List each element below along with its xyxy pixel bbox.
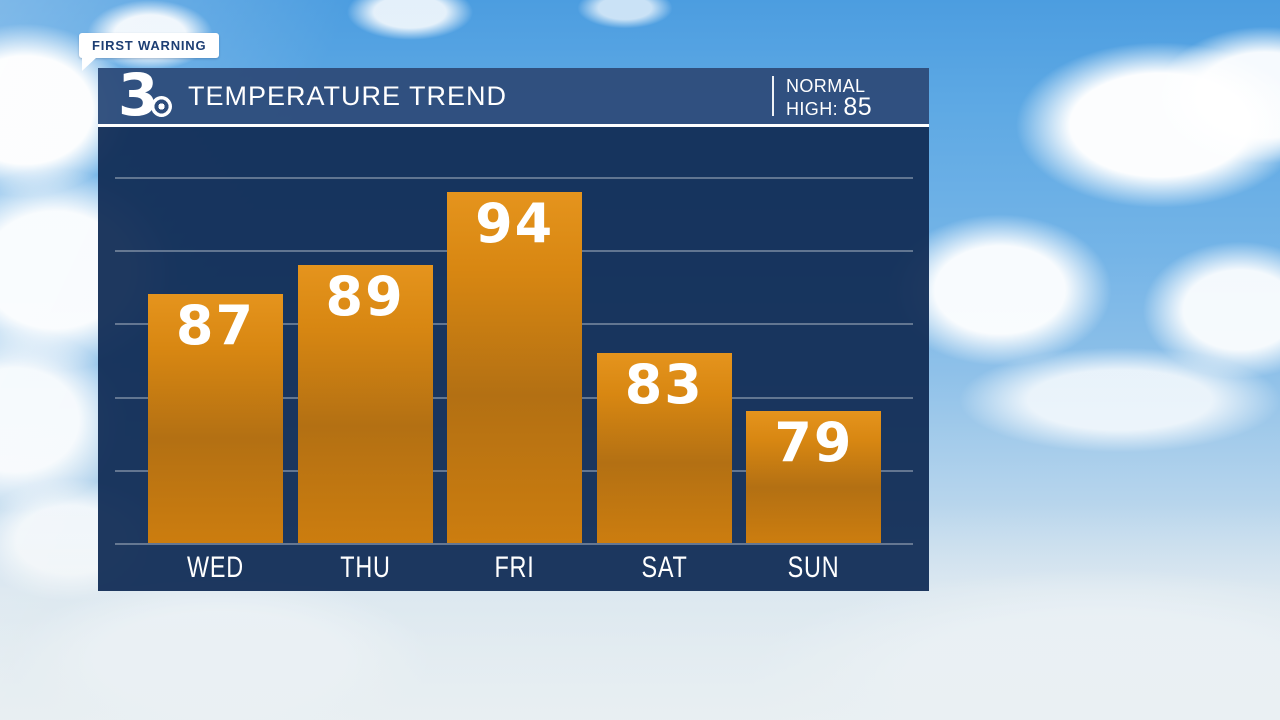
first-warning-label: FIRST WARNING	[92, 38, 207, 53]
bar-value-label: 87	[175, 294, 256, 358]
normal-high-line2: HIGH: 85	[786, 93, 873, 121]
bar-thu: 89	[297, 264, 433, 543]
cbs-eye-icon	[151, 96, 172, 117]
bar-value-label: 83	[624, 352, 704, 416]
day-label-thu: THU	[339, 551, 391, 584]
weather-graphic-panel: 3 TEMPERATURE TREND NORMAL HIGH: 85 87 WE…	[98, 65, 929, 591]
first-warning-badge: FIRST WARNING	[79, 33, 220, 71]
day-label-sun: SUN	[788, 551, 840, 584]
bar-value-label: 79	[774, 411, 854, 475]
bar-fri: 94	[447, 191, 583, 543]
bar-sat: 83	[596, 352, 732, 543]
bar-sun: 79	[746, 411, 882, 543]
day-label-wed: WED	[187, 551, 244, 584]
channel-3-logo: 3	[118, 65, 180, 125]
bar-value-label: 94	[475, 191, 555, 255]
header-divider-line	[98, 124, 929, 127]
channel-number: 3	[118, 61, 159, 129]
panel-header: 3 TEMPERATURE TREND NORMAL HIGH: 85	[98, 65, 929, 125]
normal-high-line1: NORMAL	[786, 76, 866, 96]
gridline-70	[115, 543, 913, 545]
normal-high-info: NORMAL HIGH: 85	[772, 76, 872, 120]
bar-chart: 87 WED 89 THU 94 FRI 83 SAT 79 SUN	[98, 127, 929, 591]
gridline-95	[115, 177, 913, 179]
badge-tail	[82, 57, 97, 71]
chart-title: TEMPERATURE TREND	[188, 81, 508, 111]
bar-value-label: 89	[325, 264, 405, 328]
normal-high-value: 85	[843, 93, 873, 121]
day-label-sat: SAT	[641, 551, 688, 584]
bar-wed: 87	[148, 294, 283, 543]
day-label-fri: FRI	[494, 551, 535, 584]
